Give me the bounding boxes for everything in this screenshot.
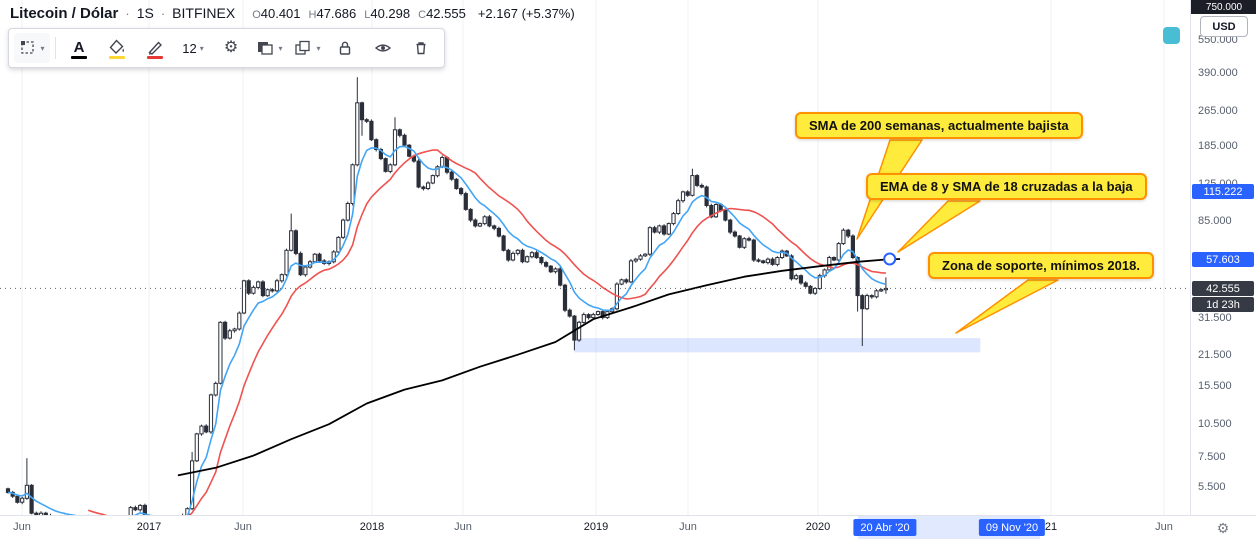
- price-tick: 21.500: [1198, 349, 1232, 361]
- interval-label[interactable]: 1S: [136, 5, 154, 21]
- visibility-button[interactable]: [365, 33, 401, 63]
- gear-icon: ⚙: [223, 39, 239, 56]
- price-tick: 85.000: [1198, 215, 1232, 227]
- date-range-label: 20 Abr '20: [853, 519, 917, 536]
- price-label: 115.222: [1192, 184, 1254, 199]
- price-tick: 185.000: [1198, 140, 1238, 152]
- callout-sma200[interactable]: SMA de 200 semanas, actualmente bajista: [795, 112, 1083, 139]
- price-tick: 10.500: [1198, 418, 1232, 430]
- change-value: +2.167 (+5.37%): [477, 6, 575, 21]
- text-color-swatch: [71, 56, 87, 59]
- high-value: 47.686: [316, 6, 357, 21]
- price-tick: 550.000: [1198, 34, 1238, 46]
- price-tick: 7.500: [1198, 451, 1226, 463]
- paint-bucket-icon: [109, 39, 124, 54]
- lock-button[interactable]: [327, 33, 363, 63]
- symbol-header: Litecoin / Dólar · 1S · BITFINEX O40.401…: [10, 5, 575, 23]
- drawing-toolbar: ▾ A 12 ▾ ⚙: [8, 28, 445, 68]
- price-axis[interactable]: 750.000 USD 550.000 390.000 265.000 185.000…: [1190, 0, 1256, 515]
- price-tick: 15.500: [1198, 380, 1232, 392]
- support-zone[interactable]: [574, 338, 981, 353]
- time-axis[interactable]: Jun 2017 Jun 2018 Jun 2019 Jun 2020 21 Jun 20 Abr …: [0, 515, 1256, 539]
- separator: ·: [160, 6, 166, 21]
- time-tick: 21: [1044, 521, 1058, 533]
- price-label: 57.603: [1192, 252, 1254, 267]
- caret-down-icon: ▾: [278, 43, 283, 53]
- style-template-button[interactable]: ▾: [251, 33, 287, 63]
- exchange-label[interactable]: BITFINEX: [172, 5, 236, 21]
- price-tick: 31.500: [1198, 312, 1232, 324]
- line-color-swatch: [147, 56, 163, 59]
- currency-button[interactable]: USD: [1200, 16, 1248, 37]
- symbol-title[interactable]: Litecoin / Dólar: [10, 5, 119, 22]
- price-tick: 265.000: [1198, 105, 1238, 117]
- toolbar-divider: [55, 37, 56, 59]
- time-tick: 2019: [583, 521, 609, 533]
- settings-button[interactable]: ⚙: [213, 33, 249, 63]
- ema8-line: [7, 145, 887, 515]
- callout-ema-sma-cross[interactable]: EMA de 8 y SMA de 18 cruzadas a la baja: [866, 173, 1147, 200]
- price-tick: 390.000: [1198, 67, 1238, 79]
- time-tick: 2020: [805, 521, 831, 533]
- ohlc-values: O40.401 H47.686 L40.298 C42.555 +2.167 (…: [252, 5, 575, 23]
- time-tick: Jun: [454, 521, 472, 533]
- axis-corner: ⚙: [1190, 515, 1256, 539]
- eye-icon: [374, 44, 392, 52]
- price-label: 42.555: [1192, 281, 1254, 296]
- callout-pointers: [856, 139, 1059, 334]
- open-value: 40.401: [260, 6, 301, 21]
- caret-down-icon: ▾: [199, 43, 204, 53]
- time-tick: 2017: [136, 521, 162, 533]
- delete-button[interactable]: [403, 33, 439, 63]
- time-tick: Jun: [234, 521, 252, 533]
- date-range-label: 09 Nov '20: [978, 519, 1046, 536]
- fill-color-button[interactable]: [99, 33, 135, 63]
- time-tick: Jun: [1155, 521, 1173, 533]
- panel-toggle-button[interactable]: [1163, 27, 1180, 44]
- cross-marker[interactable]: [883, 252, 897, 266]
- open-label: O: [252, 9, 261, 21]
- trash-icon: [416, 42, 426, 55]
- close-value: 42.555: [426, 6, 466, 21]
- fill-color-swatch: [109, 56, 125, 59]
- cursor-tool-button[interactable]: ▾: [14, 33, 50, 63]
- font-size-value: 12: [182, 40, 197, 56]
- close-label: C: [418, 9, 427, 21]
- separator: ·: [125, 6, 130, 21]
- text-color-icon: A: [73, 39, 85, 56]
- countdown-label: 1d 23h: [1192, 297, 1254, 312]
- callout-support-zone[interactable]: Zona de soporte, mínimos 2018.: [928, 252, 1154, 279]
- price-tick: 5.500: [1198, 481, 1226, 493]
- time-tick: Jun: [13, 521, 31, 533]
- lock-icon: [339, 41, 351, 55]
- style-template-icon: [258, 42, 274, 55]
- font-size-button[interactable]: 12 ▾: [175, 33, 211, 63]
- clone-button[interactable]: ▾: [289, 33, 325, 63]
- sma200-line: [177, 258, 901, 477]
- line-color-button[interactable]: [137, 33, 173, 63]
- low-label: L: [364, 9, 371, 21]
- caret-down-icon: ▾: [316, 43, 321, 53]
- time-tick: 2018: [359, 521, 385, 533]
- axis-top-label: 750.000: [1191, 0, 1256, 14]
- high-label: H: [308, 9, 317, 21]
- time-tick: Jun: [679, 521, 697, 533]
- candles-series: [5, 77, 888, 515]
- text-color-button[interactable]: A: [61, 33, 97, 63]
- marker-pen-icon: [148, 41, 162, 55]
- caret-down-icon: ▾: [40, 43, 45, 53]
- low-value: 40.298: [370, 6, 411, 21]
- crosshair-cursor-icon: [21, 41, 35, 54]
- clone-icon: [295, 40, 311, 55]
- sma18-line: [87, 149, 886, 515]
- gear-icon[interactable]: ⚙: [1216, 519, 1230, 536]
